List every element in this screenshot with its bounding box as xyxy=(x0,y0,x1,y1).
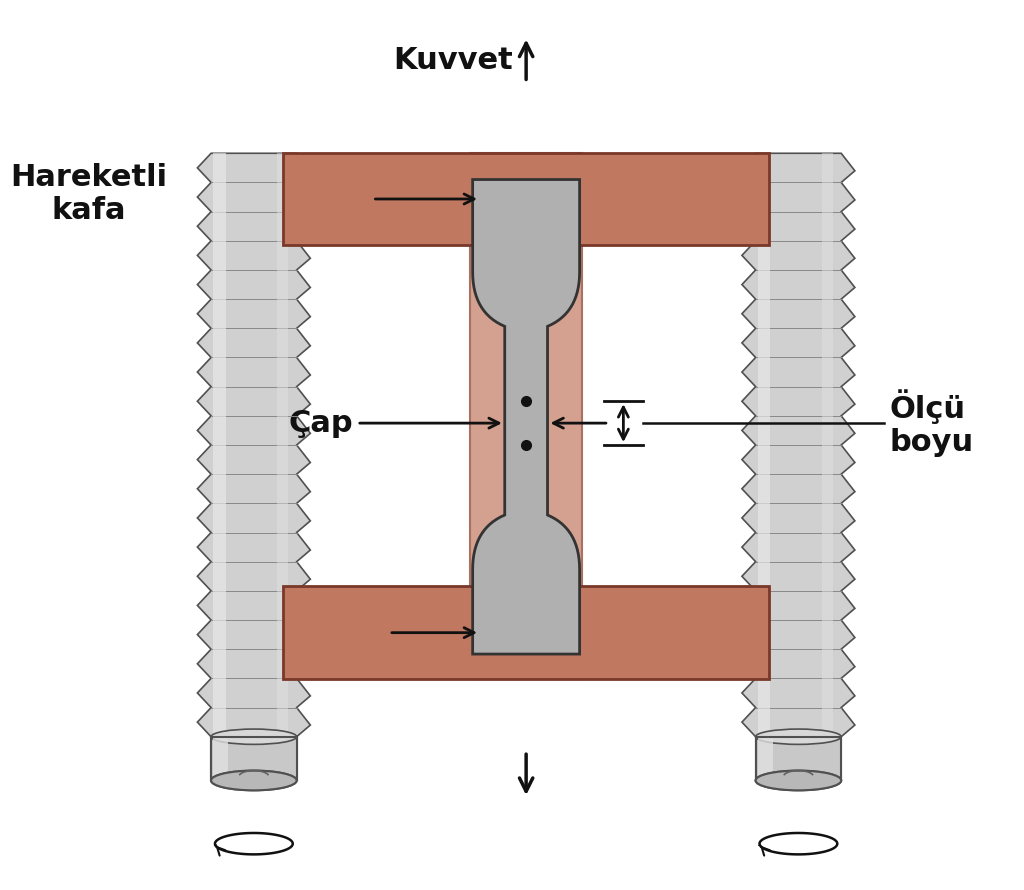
Ellipse shape xyxy=(756,729,841,744)
Text: Hareketli
kafa: Hareketli kafa xyxy=(10,163,167,225)
Ellipse shape xyxy=(211,771,297,790)
Bar xyxy=(213,153,226,737)
Bar xyxy=(211,737,297,781)
Bar xyxy=(822,153,833,737)
Bar xyxy=(470,153,582,679)
Bar xyxy=(283,587,769,679)
Ellipse shape xyxy=(211,729,297,744)
Polygon shape xyxy=(198,153,310,737)
Bar xyxy=(211,737,297,781)
Text: Çene: Çene xyxy=(284,184,369,214)
Ellipse shape xyxy=(756,771,841,790)
Bar xyxy=(278,153,288,737)
Bar xyxy=(758,737,772,781)
Bar xyxy=(756,737,841,781)
Text: Kuvvet: Kuvvet xyxy=(393,46,513,76)
Polygon shape xyxy=(473,180,580,654)
Ellipse shape xyxy=(756,771,841,790)
Polygon shape xyxy=(742,153,855,737)
Text: Ölçü
boyu: Ölçü boyu xyxy=(890,389,974,457)
Bar xyxy=(756,737,841,781)
Text: Çap: Çap xyxy=(289,409,353,438)
Ellipse shape xyxy=(211,771,297,790)
Bar xyxy=(758,153,770,737)
Bar xyxy=(283,153,769,245)
Text: Çene: Çene xyxy=(300,619,385,647)
Bar xyxy=(213,737,228,781)
Bar xyxy=(211,737,297,781)
Bar xyxy=(756,737,841,781)
